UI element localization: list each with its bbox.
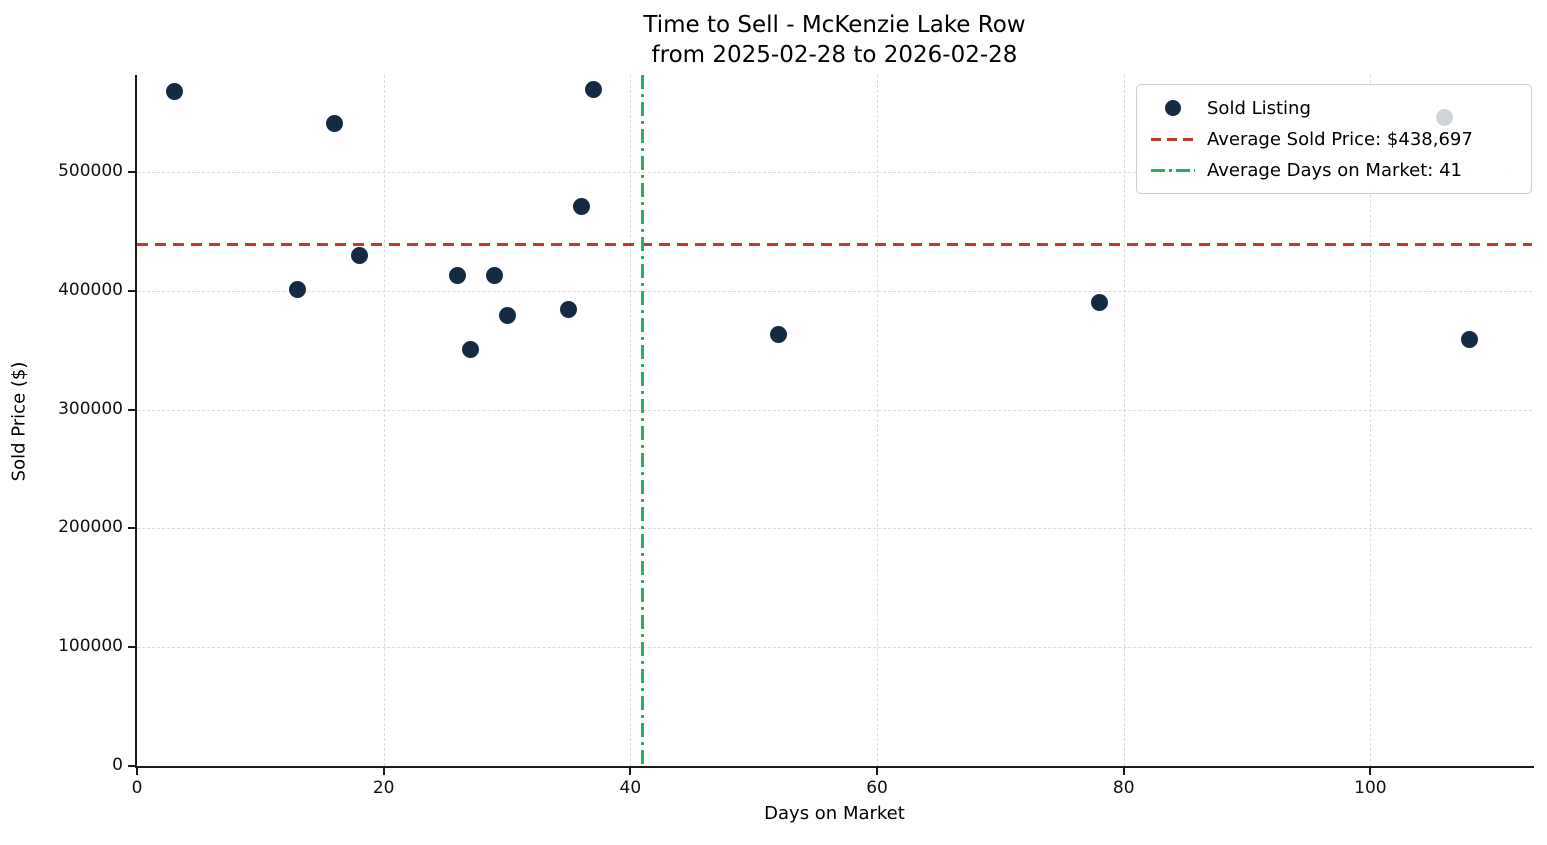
chart-title: Time to Sell - McKenzie Lake Row from 20…	[137, 10, 1532, 70]
gridline-y	[137, 172, 1532, 174]
gridline-y	[137, 409, 1532, 411]
sold-listing-marker-icon	[1149, 100, 1197, 116]
x-tick-label: 0	[131, 778, 143, 798]
scatter-point	[449, 266, 467, 284]
y-tick-label: 300000	[58, 398, 123, 419]
gridline-x	[877, 75, 879, 766]
scatter-point	[498, 307, 516, 325]
legend-label: Average Days on Market: 41	[1207, 159, 1462, 181]
y-tick-label: 400000	[58, 279, 123, 300]
dashdot-line-icon	[1149, 168, 1197, 172]
legend-item-sold-listing: Sold Listing	[1149, 94, 1519, 122]
gridline-y	[137, 647, 1532, 649]
gridline-x	[630, 75, 632, 766]
scatter-point	[325, 114, 343, 132]
scatter-point	[572, 198, 590, 216]
x-tick	[136, 767, 138, 775]
legend-label: Average Sold Price: $438,697	[1207, 128, 1473, 150]
scatter-point	[1460, 331, 1478, 349]
x-tick	[629, 767, 632, 775]
scatter-point	[1090, 294, 1108, 312]
gridline-x	[383, 75, 385, 766]
y-axis-spine	[135, 75, 137, 768]
x-tick-label: 40	[619, 778, 642, 798]
x-tick	[876, 767, 879, 775]
x-tick-label: 60	[866, 778, 888, 798]
y-axis-label: Sold Price ($)	[8, 361, 30, 482]
y-tick	[128, 646, 136, 649]
legend-item-average-days-on-market: Average Days on Market: 41	[1149, 156, 1519, 184]
x-axis-spine	[135, 766, 1534, 768]
chart-title-line2: from 2025-02-28 to 2026-02-28	[651, 42, 1018, 68]
gridline-x	[1123, 75, 1125, 766]
scatter-point	[165, 82, 183, 100]
x-tick	[1122, 767, 1125, 775]
gridline-y	[137, 290, 1532, 292]
gridline-x	[1370, 75, 1372, 766]
x-tick-label: 80	[1112, 778, 1135, 798]
y-tick	[128, 408, 136, 411]
legend: Sold Listing Average Sold Price: $438,69…	[1136, 84, 1532, 194]
x-tick-label: 100	[1354, 778, 1387, 798]
x-tick	[382, 767, 385, 775]
legend-label: Sold Listing	[1207, 97, 1311, 119]
scatter-point	[584, 80, 602, 98]
average-sold-price-line	[137, 243, 1532, 247]
dashed-line-icon	[1149, 137, 1197, 141]
scatter-point	[288, 281, 306, 299]
chart-title-line1: Time to Sell - McKenzie Lake Row	[643, 12, 1026, 38]
y-tick	[128, 171, 136, 174]
y-tick	[128, 289, 136, 292]
y-tick-label: 0	[112, 755, 123, 775]
y-tick	[128, 765, 136, 767]
x-axis-label: Days on Market	[764, 803, 905, 824]
x-tick	[1369, 767, 1372, 775]
y-tick-label: 200000	[58, 517, 123, 538]
scatter-point	[769, 326, 787, 344]
gridline-y	[137, 528, 1532, 530]
x-tick-label: 20	[372, 778, 395, 798]
scatter-point	[486, 266, 504, 284]
legend-item-average-sold-price: Average Sold Price: $438,697	[1149, 125, 1519, 153]
scatter-point	[461, 340, 479, 358]
y-tick-label: 100000	[58, 636, 123, 657]
average-days-on-market-line	[641, 75, 645, 766]
scatter-point	[350, 246, 368, 264]
scatter-point	[560, 301, 578, 319]
y-tick-label: 500000	[58, 161, 123, 182]
y-tick	[128, 527, 136, 530]
